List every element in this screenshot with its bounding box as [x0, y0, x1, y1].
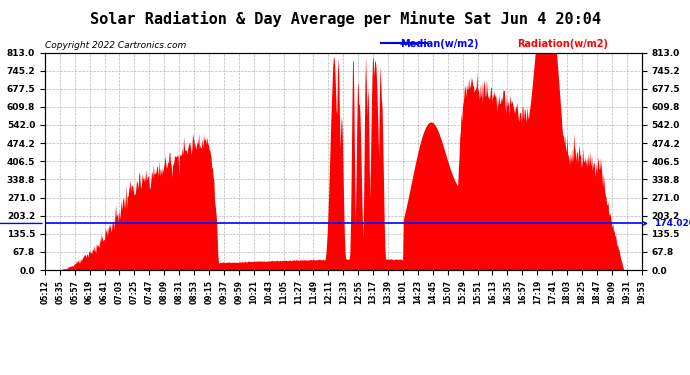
Text: Copyright 2022 Cartronics.com: Copyright 2022 Cartronics.com	[45, 41, 186, 50]
Text: Solar Radiation & Day Average per Minute Sat Jun 4 20:04: Solar Radiation & Day Average per Minute…	[90, 11, 600, 27]
Text: Radiation(w/m2): Radiation(w/m2)	[518, 39, 609, 50]
Text: ——: ——	[400, 39, 426, 50]
Text: Median(w/m2): Median(w/m2)	[400, 39, 479, 50]
Text: 174.020: 174.020	[0, 219, 42, 228]
Text: 174.020: 174.020	[643, 219, 690, 228]
